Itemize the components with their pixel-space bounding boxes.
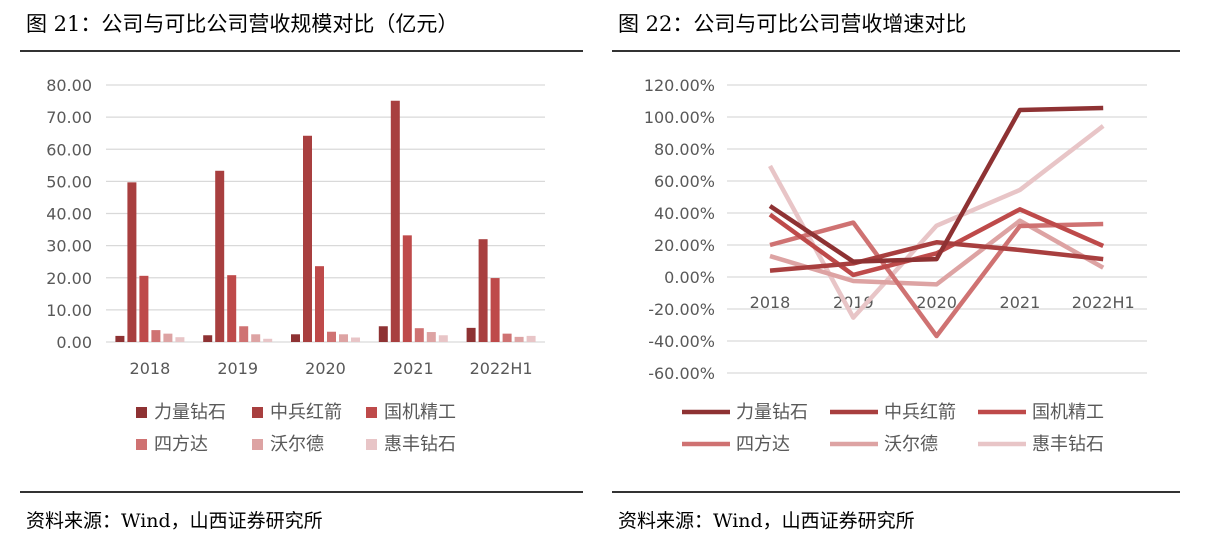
bar — [466, 327, 476, 342]
x-tick-label: 2018 — [750, 293, 791, 312]
right-chart-title: 图 22：公司与可比公司营收增速对比 — [618, 12, 967, 36]
y-tick-label: 0.00% — [664, 268, 715, 287]
legend-label: 四方达 — [154, 434, 208, 455]
bar — [514, 336, 524, 342]
bar — [115, 335, 125, 342]
series-line — [769, 218, 1105, 287]
legend-label: 国机精工 — [384, 402, 456, 423]
left-panel: 图 21：公司与可比公司营收规模对比（亿元） 0.00 10.00 20.00 30.… — [20, 0, 583, 548]
y-tick-label: 40.00% — [654, 204, 715, 223]
legend-label: 惠丰钻石 — [384, 434, 456, 455]
y-tick-label: 80.00% — [654, 140, 715, 159]
bar — [426, 332, 436, 342]
x-tick-label: 2019 — [217, 359, 258, 378]
legend-label: 国机精工 — [1032, 402, 1104, 423]
bar — [263, 338, 273, 342]
bar — [526, 335, 536, 342]
bar — [351, 337, 360, 342]
x-tick-label: 2021 — [1000, 293, 1041, 312]
legend-label: 惠丰钻石 — [1032, 434, 1104, 455]
legend-label: 中兵红箭 — [884, 402, 956, 423]
y-tick-label: 70.00 — [46, 108, 92, 127]
y-tick-label: 120.00% — [644, 76, 715, 95]
bar — [151, 330, 161, 342]
series-line — [768, 207, 1105, 278]
right-source: 资料来源：Wind，山西证券研究所 — [618, 510, 915, 532]
x-tick-label: 2021 — [393, 359, 434, 378]
bar-chart: 0.00 10.00 20.00 30.00 40.00 50.00 60.00 70.00 8… — [46, 76, 545, 455]
legend-swatch — [136, 407, 147, 418]
bar — [478, 239, 488, 342]
y-tick-label: 30.00 — [46, 237, 92, 256]
bar — [303, 135, 312, 342]
x-tick-label: 2018 — [130, 359, 171, 378]
series-line — [769, 220, 1104, 339]
bar — [390, 100, 400, 343]
bar — [163, 333, 173, 342]
divider — [612, 50, 1180, 52]
y-tick-label: -60.00% — [648, 364, 715, 383]
divider — [20, 50, 583, 52]
divider — [612, 491, 1180, 493]
legend-swatch — [136, 439, 147, 450]
y-tick-label: 60.00 — [46, 140, 92, 159]
y-tick-label: 20.00% — [654, 236, 715, 255]
legend-label: 中兵红箭 — [270, 402, 342, 423]
legend-swatch — [366, 407, 377, 418]
bar — [139, 275, 149, 342]
divider — [20, 491, 583, 493]
y-tick-label: 40.00 — [46, 205, 92, 224]
bar — [175, 337, 185, 342]
series-line — [769, 240, 1104, 273]
x-tick-label: 2020 — [916, 293, 957, 312]
bar — [227, 275, 237, 342]
bar — [502, 333, 512, 342]
legend-label: 沃尔德 — [270, 434, 324, 455]
bar — [378, 326, 388, 342]
bar — [315, 266, 324, 342]
bar — [251, 334, 261, 342]
x-tick-label: 2020 — [305, 359, 346, 378]
legend-label: 力量钻石 — [154, 402, 226, 423]
bar — [414, 328, 424, 342]
legend-swatch — [252, 407, 263, 418]
y-tick-label: -20.00% — [648, 300, 715, 319]
line-chart: -60.00% -40.00% -20.00% 0.00% 20.00% 40.00% 60… — [644, 76, 1147, 455]
right-panel: 图 22：公司与可比公司营收增速对比 -60.00% -40.00% -20.00%… — [612, 0, 1180, 548]
legend-swatch — [366, 439, 377, 450]
left-chart-title: 图 21：公司与可比公司营收规模对比（亿元） — [26, 12, 459, 36]
y-tick-label: 10.00 — [46, 301, 92, 320]
bar — [438, 335, 448, 342]
legend-label: 力量钻石 — [736, 402, 808, 423]
y-tick-label: 80.00 — [46, 76, 92, 95]
y-tick-label: 50.00 — [46, 172, 92, 191]
y-tick-label: -40.00% — [648, 332, 715, 351]
bar — [127, 182, 137, 342]
bar — [402, 235, 412, 342]
bar — [203, 335, 213, 342]
y-tick-label: 100.00% — [644, 108, 715, 127]
series-line — [768, 105, 1104, 264]
bar — [291, 334, 300, 342]
y-tick-label: 60.00% — [654, 172, 715, 191]
bar — [339, 334, 348, 342]
bar — [490, 278, 500, 342]
y-tick-label: 0.00 — [56, 333, 92, 352]
legend-label: 沃尔德 — [884, 434, 938, 455]
legend-label: 四方达 — [736, 434, 790, 455]
y-tick-label: 20.00 — [46, 269, 92, 288]
left-source: 资料来源：Wind，山西证券研究所 — [26, 510, 323, 532]
legend-swatch — [252, 439, 263, 450]
bar — [327, 331, 336, 342]
bar — [239, 326, 249, 342]
x-tick-label: 2022H1 — [470, 359, 533, 378]
x-tick-label: 2022H1 — [1072, 293, 1135, 312]
bar — [215, 170, 225, 342]
